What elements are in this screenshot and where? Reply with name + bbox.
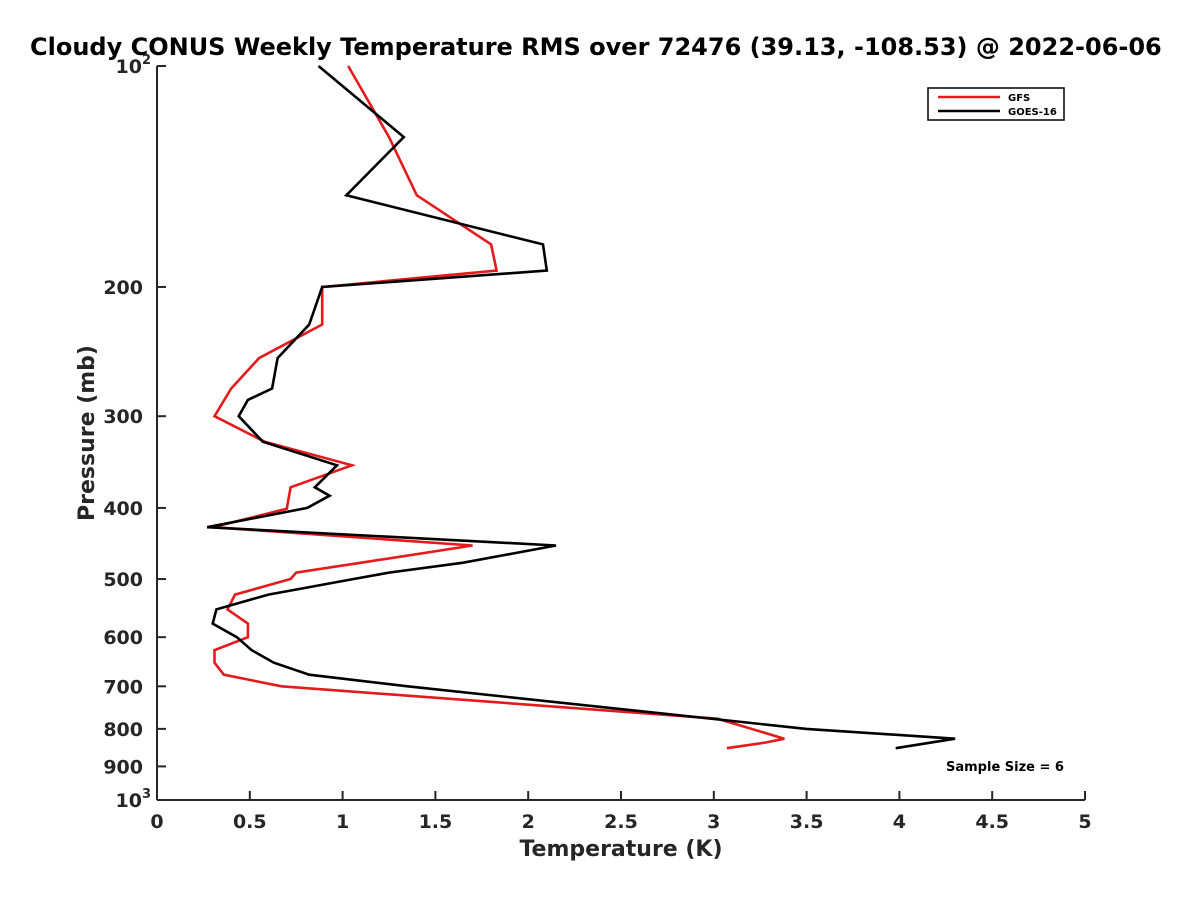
series-line-gfs [212,65,785,750]
x-axis-label: Temperature (K) [519,837,722,862]
y-tick-label: 200 [103,277,143,299]
y-tick-label: 600 [103,627,143,649]
y-tick-label: 800 [103,719,143,741]
y-axis-label: Pressure (mb) [75,345,100,521]
legend-label: GOES-16 [1008,107,1057,118]
x-tick-label: 3 [707,811,720,833]
x-tick-label: 0.5 [233,811,267,833]
legend: GFS GOES-16 [927,87,1065,121]
y-tick-label: 102 [116,53,152,78]
y-tick-label: 700 [103,676,143,698]
legend-box [927,87,1065,121]
y-tick-label: 900 [103,756,143,778]
chart-title: Cloudy CONUS Weekly Temperature RMS over… [30,33,1162,61]
y-tick-label: 400 [103,498,143,520]
plot-series [206,65,956,750]
x-tick-label: 1.5 [419,811,453,833]
x-tick-label: 2.5 [604,811,638,833]
x-tick-label: 0 [150,811,163,833]
x-tick-label: 4 [893,811,906,833]
x-tick-label: 3.5 [790,811,824,833]
y-tick-label: 103 [116,787,152,812]
plot-axes: 0 0.5 1 1.5 2 2.5 3 3.5 4 4.5 5 102 200 300 400 500 600 7… [103,53,1091,833]
legend-label: GFS [1008,93,1030,104]
sample-size-annotation: Sample Size = 6 [946,760,1064,775]
y-tick-label: 500 [103,569,143,591]
x-tick-label: 1 [336,811,349,833]
series-line-goes-16 [206,65,956,750]
x-tick-label: 2 [522,811,535,833]
x-tick-label: 5 [1078,811,1091,833]
x-tick-label: 4.5 [975,811,1009,833]
y-tick-label: 300 [103,406,143,428]
